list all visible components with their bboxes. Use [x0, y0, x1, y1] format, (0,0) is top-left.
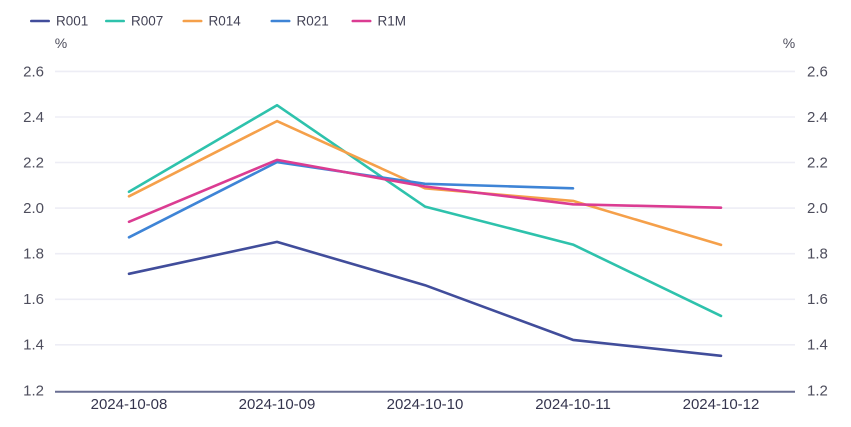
svg-text:R1M: R1M: [378, 14, 407, 29]
svg-text:R001: R001: [56, 14, 88, 29]
svg-text:2024-10-08: 2024-10-08: [91, 396, 168, 413]
svg-text:%: %: [55, 35, 67, 51]
svg-text:1.2: 1.2: [807, 382, 828, 399]
svg-text:1.8: 1.8: [807, 246, 828, 263]
svg-text:R007: R007: [131, 14, 163, 29]
svg-text:2024-10-10: 2024-10-10: [387, 396, 464, 413]
svg-text:R014: R014: [209, 14, 242, 29]
svg-text:2024-10-12: 2024-10-12: [683, 396, 760, 413]
svg-text:2024-10-11: 2024-10-11: [535, 396, 611, 413]
svg-text:1.2: 1.2: [23, 382, 44, 399]
svg-text:2.6: 2.6: [23, 63, 44, 80]
svg-text:1.4: 1.4: [807, 337, 828, 354]
svg-text:2.2: 2.2: [23, 154, 44, 171]
svg-text:2.4: 2.4: [807, 109, 828, 126]
svg-text:2024-10-09: 2024-10-09: [239, 396, 316, 413]
svg-text:2.0: 2.0: [807, 200, 828, 217]
svg-text:2.6: 2.6: [807, 63, 828, 80]
svg-text:2.4: 2.4: [23, 109, 44, 126]
svg-text:R021: R021: [297, 14, 329, 29]
svg-text:2.2: 2.2: [807, 154, 828, 171]
svg-text:1.6: 1.6: [23, 291, 44, 308]
svg-text:1.6: 1.6: [807, 291, 828, 308]
svg-text:2.0: 2.0: [23, 200, 44, 217]
svg-text:1.8: 1.8: [23, 246, 44, 263]
svg-text:1.4: 1.4: [23, 337, 44, 354]
svg-text:%: %: [783, 35, 795, 51]
